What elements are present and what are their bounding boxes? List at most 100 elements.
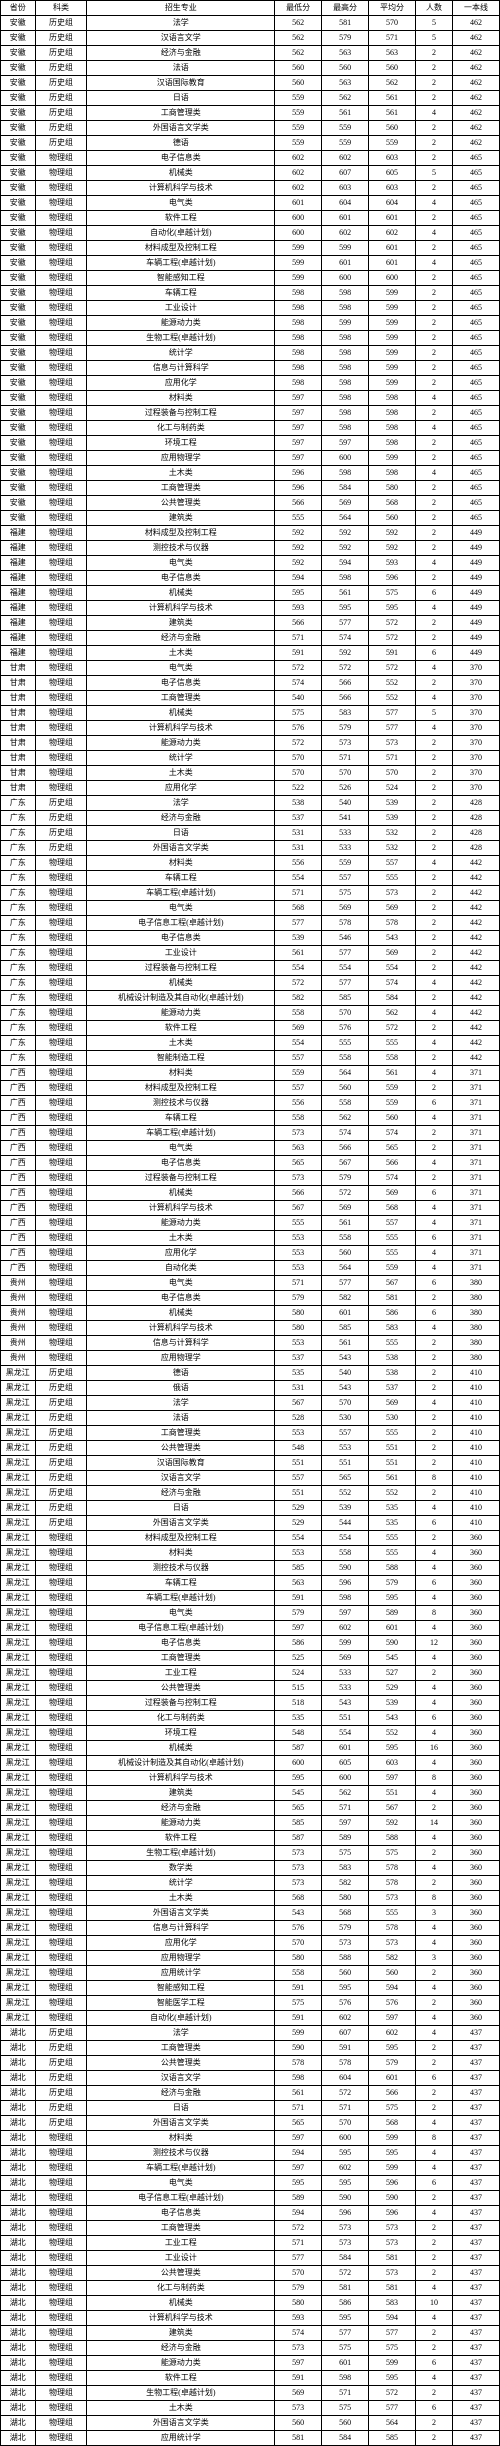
table-cell: 577 xyxy=(369,706,416,721)
table-row: 黑龙江物理组建筑类5455625514360 xyxy=(1,1786,500,1801)
table-cell: 465 xyxy=(453,466,500,481)
table-cell: 410 xyxy=(453,1366,500,1381)
table-row: 黑龙江物理组公共管理类5155335294360 xyxy=(1,1681,500,1696)
table-cell: 600 xyxy=(275,1756,322,1771)
table-cell: 历史组 xyxy=(35,826,87,841)
table-cell: 物理组 xyxy=(35,766,87,781)
table-cell: 汉语国际教育 xyxy=(87,76,275,91)
table-row: 贵州物理组计算机科学与技术5805855834380 xyxy=(1,1321,500,1336)
table-cell: 560 xyxy=(369,1111,416,1126)
table-cell: 机械类 xyxy=(87,586,275,601)
table-cell: 570 xyxy=(322,766,369,781)
table-cell: 工商管理类 xyxy=(87,1426,275,1441)
table-cell: 572 xyxy=(322,661,369,676)
header-line: 一本线 xyxy=(453,1,500,16)
table-cell: 工业设计 xyxy=(87,946,275,961)
table-cell: 560 xyxy=(322,1246,369,1261)
table-cell: 605 xyxy=(369,166,416,181)
table-row: 湖北物理组经济与金融5735755752437 xyxy=(1,2341,500,2356)
table-cell: 安徽 xyxy=(1,271,36,286)
table-row: 黑龙江物理组智能医学工程5755765762360 xyxy=(1,1996,500,2011)
table-cell: 585 xyxy=(369,2431,416,2446)
table-cell: 437 xyxy=(453,2416,500,2431)
table-cell: 4 xyxy=(415,466,452,481)
table-cell: 物理组 xyxy=(35,1756,87,1771)
table-cell: 598 xyxy=(275,2071,322,2086)
table-cell: 2 xyxy=(415,1171,452,1186)
table-cell: 449 xyxy=(453,541,500,556)
table-row: 广东物理组电子信息工程(卓越计划)5775785782442 xyxy=(1,916,500,931)
table-cell: 572 xyxy=(275,976,322,991)
table-cell: 437 xyxy=(453,2101,500,2116)
table-cell: 工业工程 xyxy=(87,2236,275,2251)
table-cell: 物理组 xyxy=(35,961,87,976)
table-cell: 537 xyxy=(275,1351,322,1366)
table-cell: 572 xyxy=(369,2386,416,2401)
table-cell: 597 xyxy=(275,2356,322,2371)
table-cell: 6 xyxy=(415,2401,452,2416)
table-cell: 572 xyxy=(369,1021,416,1036)
table-cell: 554 xyxy=(275,1531,322,1546)
table-row: 安徽物理组工业设计5985985992465 xyxy=(1,301,500,316)
table-cell: 2 xyxy=(415,376,452,391)
table-cell: 4 xyxy=(415,1501,452,1516)
table-cell: 4 xyxy=(415,2311,452,2326)
table-cell: 4 xyxy=(415,1321,452,1336)
table-row: 安徽历史组汉语国际教育5605635622462 xyxy=(1,76,500,91)
table-cell: 602 xyxy=(322,151,369,166)
table-cell: 4 xyxy=(415,421,452,436)
table-cell: 4 xyxy=(415,976,452,991)
table-cell: 物理组 xyxy=(35,436,87,451)
table-cell: 建筑类 xyxy=(87,1786,275,1801)
table-cell: 442 xyxy=(453,991,500,1006)
table-cell: 2 xyxy=(415,1411,452,1426)
table-row: 福建物理组计算机科学与技术5935955954449 xyxy=(1,601,500,616)
table-cell: 智能感知工程 xyxy=(87,1981,275,1996)
table-cell: 4 xyxy=(415,1216,452,1231)
table-cell: 物理组 xyxy=(35,991,87,1006)
table-cell: 安徽 xyxy=(1,316,36,331)
table-cell: 黑龙江 xyxy=(1,1486,36,1501)
table-cell: 黑龙江 xyxy=(1,1816,36,1831)
table-cell: 材料成型及控制工程 xyxy=(87,241,275,256)
table-cell: 360 xyxy=(453,1606,500,1621)
table-cell: 599 xyxy=(369,286,416,301)
table-cell: 车辆工程(卓越计划) xyxy=(87,886,275,901)
table-cell: 410 xyxy=(453,1501,500,1516)
table-cell: 物理组 xyxy=(35,316,87,331)
table-cell: 2 xyxy=(415,2416,452,2431)
table-cell: 570 xyxy=(369,16,416,31)
table-cell: 524 xyxy=(369,781,416,796)
table-cell: 570 xyxy=(275,751,322,766)
table-cell: 599 xyxy=(369,331,416,346)
table-cell: 4 xyxy=(415,601,452,616)
table-cell: 物理组 xyxy=(35,1906,87,1921)
table-cell: 580 xyxy=(275,1951,322,1966)
table-cell: 568 xyxy=(275,1891,322,1906)
table-cell: 360 xyxy=(453,1576,500,1591)
table-cell: 360 xyxy=(453,1711,500,1726)
table-cell: 370 xyxy=(453,781,500,796)
table-cell: 554 xyxy=(275,1036,322,1051)
table-row: 湖北历史组经济与金融5615725662437 xyxy=(1,2086,500,2101)
table-cell: 土木类 xyxy=(87,1036,275,1051)
table-cell: 575 xyxy=(275,1996,322,2011)
table-cell: 578 xyxy=(322,2056,369,2071)
table-cell: 广东 xyxy=(1,886,36,901)
table-cell: 592 xyxy=(322,526,369,541)
table-cell: 560 xyxy=(275,2416,322,2431)
table-cell: 湖北 xyxy=(1,2341,36,2356)
table-cell: 5 xyxy=(415,706,452,721)
table-cell: 广东 xyxy=(1,871,36,886)
table-cell: 565 xyxy=(369,1141,416,1156)
table-cell: 历史组 xyxy=(35,1486,87,1501)
table-cell: 广东 xyxy=(1,796,36,811)
table-cell: 577 xyxy=(369,2401,416,2416)
table-cell: 598 xyxy=(275,301,322,316)
table-cell: 598 xyxy=(322,301,369,316)
table-cell: 历史组 xyxy=(35,2101,87,2116)
table-row: 贵州物理组应用物理学5375435382380 xyxy=(1,1351,500,1366)
table-cell: 俄语 xyxy=(87,1381,275,1396)
table-cell: 577 xyxy=(322,1276,369,1291)
table-cell: 物理组 xyxy=(35,1621,87,1636)
